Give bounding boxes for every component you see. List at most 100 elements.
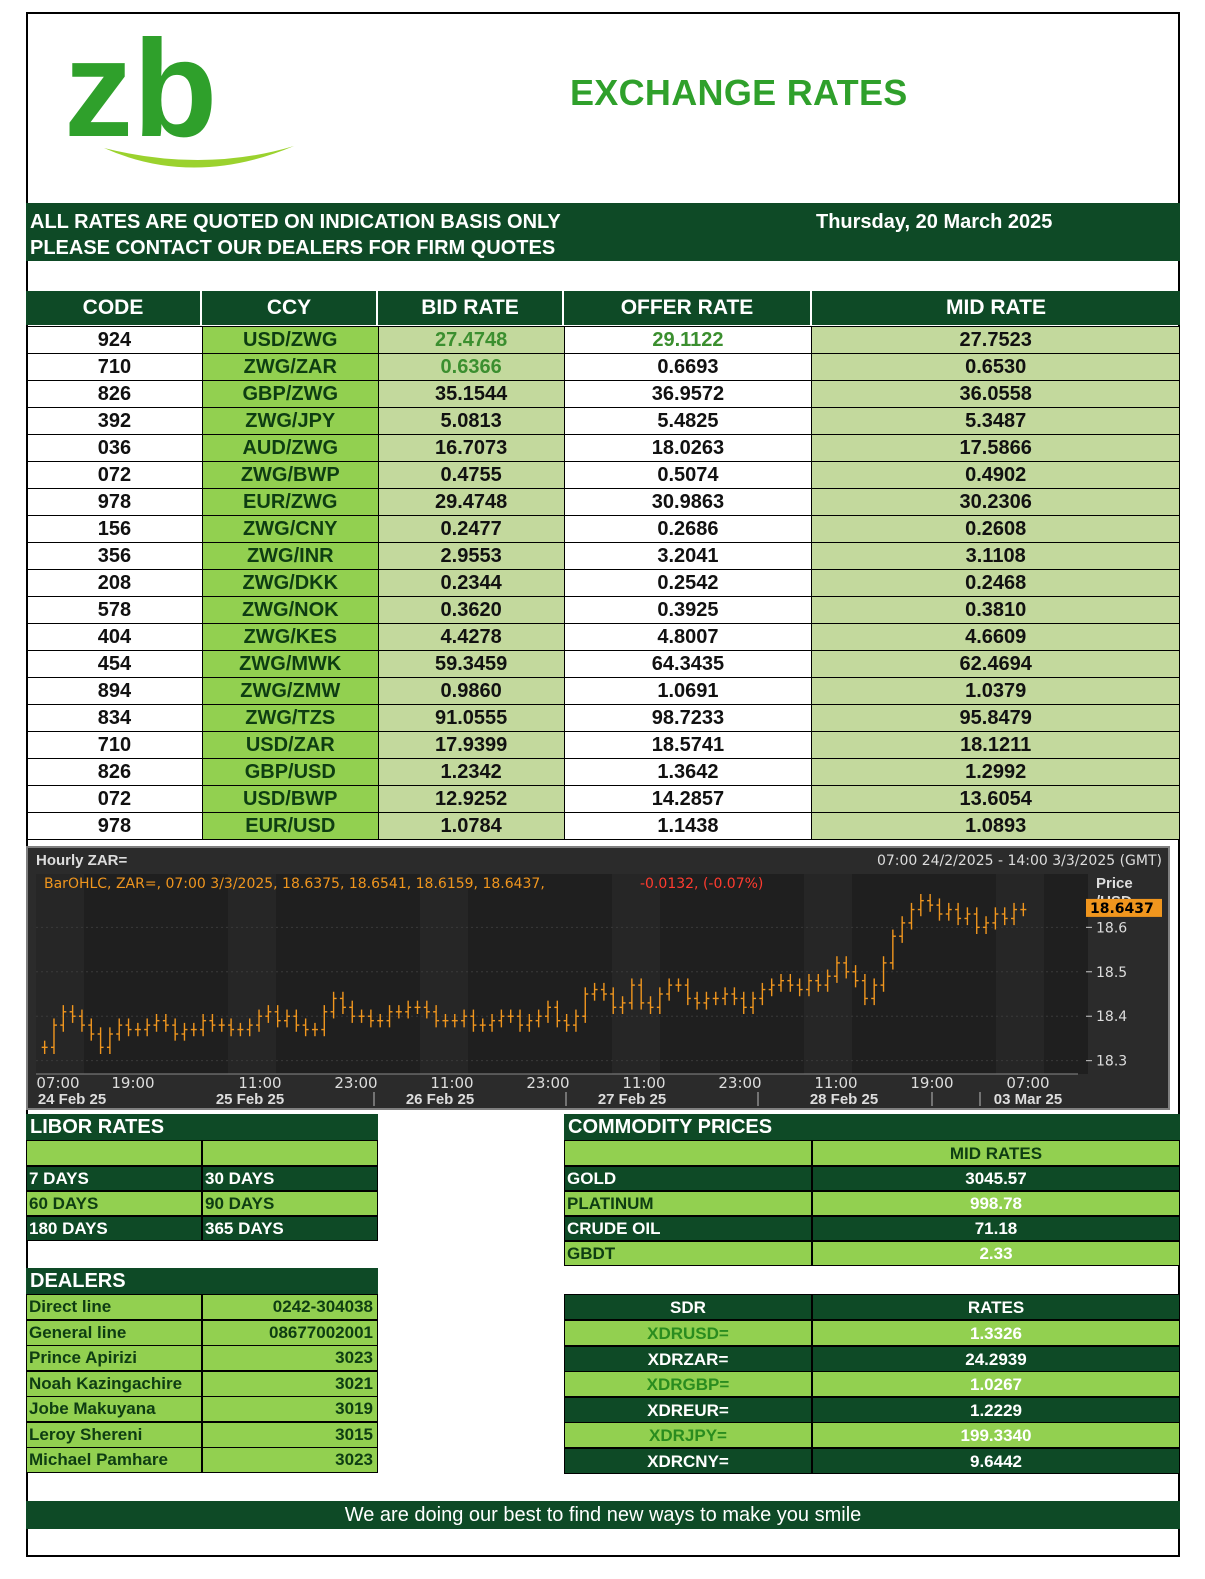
rate-mid: 0.4902 bbox=[811, 461, 1180, 489]
ohlc-bar bbox=[572, 1009, 579, 1032]
rate-ccy: ZWG/INR bbox=[201, 542, 379, 570]
chart-legend: BarOHLC, ZAR=, 07:00 3/3/2025, 18.6375, … bbox=[44, 876, 545, 892]
rate-bid: 17.9399 bbox=[377, 731, 565, 759]
ohlc-bar bbox=[535, 1009, 542, 1028]
ohlc-bar bbox=[805, 974, 812, 997]
rate-code: 578 bbox=[26, 596, 203, 624]
commodity-subheader-blank bbox=[564, 1140, 812, 1166]
page-title: EXCHANGE RATES bbox=[570, 72, 908, 113]
ohlc-bar bbox=[983, 916, 990, 934]
ohlc-bar bbox=[880, 956, 887, 992]
rate-row: 208 ZWG/DKK 0.2344 0.2542 0.2468 bbox=[26, 569, 1180, 597]
x-time-tick: 11:00 bbox=[622, 1074, 665, 1092]
ohlc-bar bbox=[787, 974, 794, 992]
rate-bid: 1.0784 bbox=[377, 812, 565, 840]
ohlc-bar bbox=[256, 1009, 263, 1032]
zb-logo: zb bbox=[64, 28, 294, 168]
ohlc-bar bbox=[526, 1014, 533, 1032]
ohlc-bar bbox=[442, 1014, 449, 1028]
commodity-name: GOLD bbox=[564, 1166, 812, 1191]
header-bid: BID RATE bbox=[378, 291, 564, 325]
sdr-code: XDRJPY= bbox=[564, 1422, 812, 1448]
ohlc-bar bbox=[936, 898, 943, 921]
rate-mid: 0.2608 bbox=[811, 515, 1180, 543]
dealer-number: 0242-304038 bbox=[202, 1294, 378, 1320]
rate-row: 454 ZWG/MWK 59.3459 64.3435 62.4694 bbox=[26, 650, 1180, 678]
x-time-tick: 23:00 bbox=[718, 1074, 761, 1092]
rate-offer: 0.5074 bbox=[563, 461, 813, 489]
x-date-tick: 27 Feb 25 bbox=[598, 1091, 666, 1108]
rate-bid: 0.3620 bbox=[377, 596, 565, 624]
ohlc-bar bbox=[517, 1009, 524, 1032]
rate-offer: 98.7233 bbox=[563, 704, 813, 732]
rate-mid: 1.0379 bbox=[811, 677, 1180, 705]
ohlc-bar bbox=[405, 1000, 412, 1019]
rate-offer: 5.4825 bbox=[563, 407, 813, 435]
rate-row: 072 ZWG/BWP 0.4755 0.5074 0.4902 bbox=[26, 461, 1180, 489]
rate-mid: 30.2306 bbox=[811, 488, 1180, 516]
ohlc-bar bbox=[60, 1005, 67, 1032]
ohlc-bar bbox=[778, 974, 784, 992]
ohlc-bar bbox=[470, 1009, 477, 1032]
dealer-name: Michael Pamhare bbox=[26, 1447, 202, 1473]
rate-ccy: ZWG/ZAR bbox=[201, 353, 379, 381]
rate-row: 404 ZWG/KES 4.4278 4.8007 4.6609 bbox=[26, 623, 1180, 651]
ohlc-bar bbox=[433, 1005, 440, 1028]
rate-bid: 1.2342 bbox=[377, 758, 565, 786]
ohlc-bar bbox=[479, 1018, 486, 1032]
rate-mid: 4.6609 bbox=[811, 623, 1180, 651]
y-tick-label: 18.3 bbox=[1096, 1054, 1127, 1070]
x-time-tick: 19:00 bbox=[111, 1074, 154, 1092]
ohlc-bar bbox=[116, 1018, 123, 1041]
ohlc-bar bbox=[498, 1009, 505, 1028]
libor-blank-2 bbox=[202, 1140, 378, 1166]
libor-blank-1 bbox=[26, 1140, 202, 1166]
rate-bid: 16.7073 bbox=[377, 434, 565, 462]
ohlc-bar bbox=[852, 965, 859, 988]
ohlc-bar bbox=[554, 1000, 561, 1028]
ohlc-bar bbox=[712, 991, 719, 1006]
ohlc-bar bbox=[311, 1022, 318, 1037]
x-time-tick: 23:00 bbox=[334, 1074, 377, 1092]
rate-offer: 18.0263 bbox=[563, 434, 813, 462]
report-date: Thursday, 20 March 2025 bbox=[816, 211, 1053, 233]
commodity-name: GBDT bbox=[564, 1241, 812, 1266]
ohlc-bar bbox=[386, 1005, 393, 1028]
rate-ccy: AUD/ZWG bbox=[201, 434, 379, 462]
commodity-price: 3045.57 bbox=[812, 1166, 1180, 1191]
x-time-tick: 23:00 bbox=[526, 1074, 569, 1092]
ohlc-bar bbox=[367, 1009, 374, 1028]
ohlc-bar bbox=[144, 1018, 151, 1037]
x-date-tick: 03 Mar 25 bbox=[994, 1091, 1062, 1108]
rate-mid: 36.0558 bbox=[811, 380, 1180, 408]
rate-row: 924 USD/ZWG 27.4748 29.1122 27.7523 bbox=[26, 326, 1180, 354]
ohlc-bar bbox=[395, 1005, 402, 1019]
dealer-number: 3021 bbox=[202, 1370, 378, 1397]
commodity-price: 998.78 bbox=[812, 1191, 1180, 1216]
x-time-tick: 19:00 bbox=[910, 1074, 953, 1092]
chart-ylabel-1: Price bbox=[1096, 875, 1133, 892]
ohlc-bar bbox=[41, 1040, 48, 1054]
rate-code: 978 bbox=[26, 488, 203, 516]
sdr-code: XDRUSD= bbox=[564, 1320, 812, 1346]
chart-title: Hourly ZAR= bbox=[36, 852, 128, 869]
libor-period: 180 DAYS bbox=[26, 1216, 202, 1241]
ohlc-bar bbox=[759, 982, 766, 1006]
rate-row: 156 ZWG/CNY 0.2477 0.2686 0.2608 bbox=[26, 515, 1180, 543]
commodity-price: 2.33 bbox=[812, 1241, 1180, 1266]
rate-code: 454 bbox=[26, 650, 203, 678]
ohlc-bar bbox=[321, 1005, 328, 1037]
rate-ccy: EUR/USD bbox=[201, 812, 379, 840]
rate-offer: 0.6693 bbox=[563, 353, 813, 381]
dealer-name: Noah Kazingachire bbox=[26, 1370, 202, 1397]
rate-ccy: ZWG/BWP bbox=[201, 461, 379, 489]
ohlc-bar bbox=[843, 956, 850, 979]
rate-offer: 64.3435 bbox=[563, 650, 813, 678]
x-date-tick: 25 Feb 25 bbox=[216, 1091, 284, 1108]
ohlc-bar bbox=[69, 1005, 76, 1023]
sdr-header: SDR bbox=[564, 1294, 812, 1320]
ohlc-bar bbox=[740, 991, 747, 1014]
rate-ccy: EUR/ZWG bbox=[201, 488, 379, 516]
rate-row: 826 GBP/USD 1.2342 1.3642 1.2992 bbox=[26, 758, 1180, 786]
rate-ccy: USD/ZWG bbox=[201, 326, 379, 354]
